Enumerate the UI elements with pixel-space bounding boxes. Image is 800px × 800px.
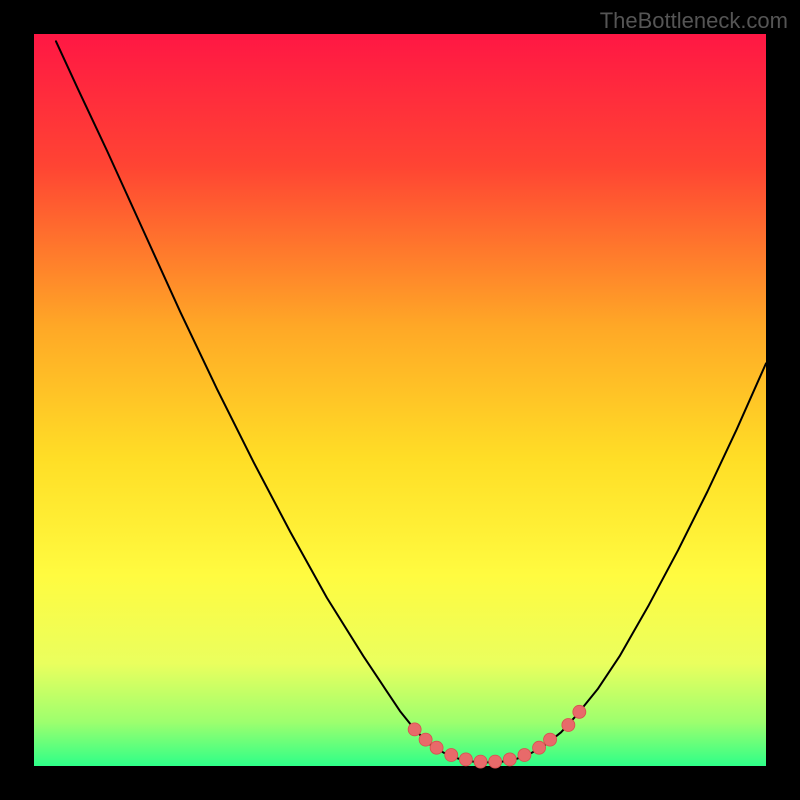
optimal-marker xyxy=(474,755,487,768)
optimal-marker xyxy=(503,753,516,766)
optimal-marker xyxy=(544,733,557,746)
optimal-marker xyxy=(518,749,531,762)
optimal-marker xyxy=(459,753,472,766)
optimal-marker xyxy=(430,741,443,754)
optimal-marker xyxy=(419,733,432,746)
optimal-marker xyxy=(533,741,546,754)
watermark-text: TheBottleneck.com xyxy=(600,8,788,34)
bottleneck-curve-chart xyxy=(0,0,800,800)
optimal-marker xyxy=(445,749,458,762)
optimal-marker xyxy=(489,755,502,768)
optimal-marker xyxy=(573,705,586,718)
plot-background xyxy=(34,34,766,766)
chart-container: TheBottleneck.com xyxy=(0,0,800,800)
optimal-marker xyxy=(408,723,421,736)
optimal-marker xyxy=(562,719,575,732)
